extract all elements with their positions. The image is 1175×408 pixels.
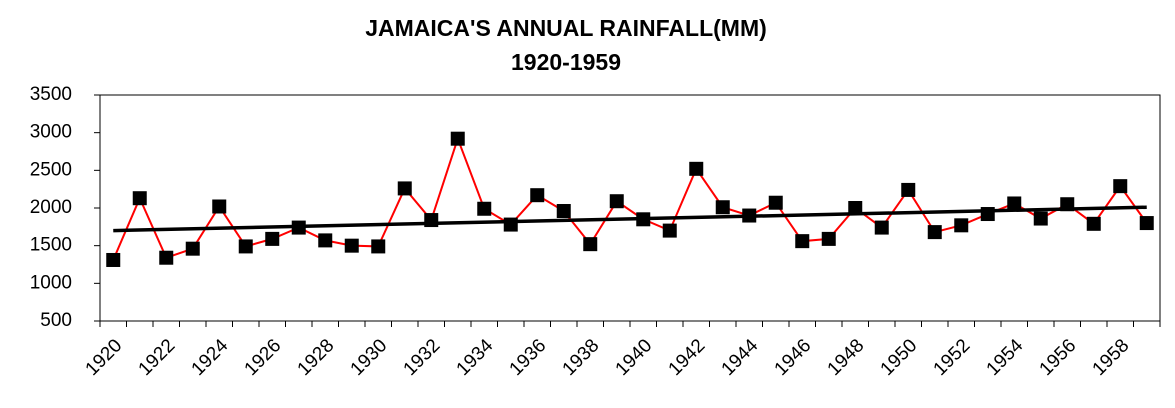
marker [742,208,757,223]
y-tick-label: 1500 [30,235,72,256]
marker [212,199,227,214]
marker [1033,211,1048,226]
x-tick-label: 1942 [665,335,710,380]
x-tick-label: 1932 [400,335,445,380]
marker [450,131,465,146]
y-tick-label: 2000 [30,197,72,218]
x-tick-label: 1924 [188,335,233,380]
marker [662,223,677,238]
chart-title: JAMAICA'S ANNUAL RAINFALL(MM) [365,15,767,41]
marker [1139,216,1154,231]
marker [477,201,492,216]
x-tick-label: 1934 [453,335,498,380]
marker [609,194,624,209]
x-tick-label: 1958 [1089,335,1134,380]
chart-subtitle: 1920-1959 [511,49,621,75]
marker [371,239,386,254]
marker [424,213,439,228]
marker [318,233,333,248]
x-tick-label: 1956 [1036,335,1081,380]
x-tick-label: 1946 [771,335,816,380]
y-tick-label: 2500 [30,159,72,180]
x-tick-label: 1928 [294,335,339,380]
marker [1113,179,1128,194]
marker [1007,196,1022,211]
marker [265,231,280,246]
x-tick-label: 1944 [718,335,763,380]
marker [556,204,571,219]
x-tick-label: 1938 [559,335,604,380]
marker [795,234,810,249]
x-tick-label: 1954 [983,335,1028,380]
marker [530,188,545,203]
y-tick-label: 3000 [30,122,72,143]
trend-line [113,205,1147,233]
marker [238,239,253,254]
x-tick-label: 1930 [347,335,392,380]
x-tick-label: 1926 [241,335,286,380]
marker [1060,197,1075,212]
marker [715,200,730,215]
marker [503,217,518,232]
marker [185,241,200,256]
marker [768,195,783,210]
y-tick-label: 500 [40,310,72,331]
marker [397,181,412,196]
x-tick-label: 1952 [930,335,975,380]
marker [159,250,174,265]
y-tick-label: 3500 [30,84,72,105]
marker [344,238,359,253]
x-tick-label: 1940 [612,335,657,380]
marker [132,191,147,206]
marker [291,220,306,235]
marker [848,201,863,215]
marker [106,252,121,267]
marker [821,231,836,246]
marker [689,161,704,176]
marker [954,218,969,233]
x-tick-label: 1922 [135,335,180,380]
marker [927,225,942,240]
x-tick-label: 1936 [506,335,551,380]
x-tick-label: 1948 [824,335,869,380]
series-line [112,135,1148,261]
x-tick-label: 1950 [877,335,922,380]
marker [1086,216,1101,231]
marker [901,182,916,197]
x-tick-label: 1920 [82,335,127,380]
marker [636,212,651,227]
marker [874,220,889,235]
marker [980,207,995,222]
y-tick-label: 1000 [30,272,72,293]
marker [583,237,598,252]
